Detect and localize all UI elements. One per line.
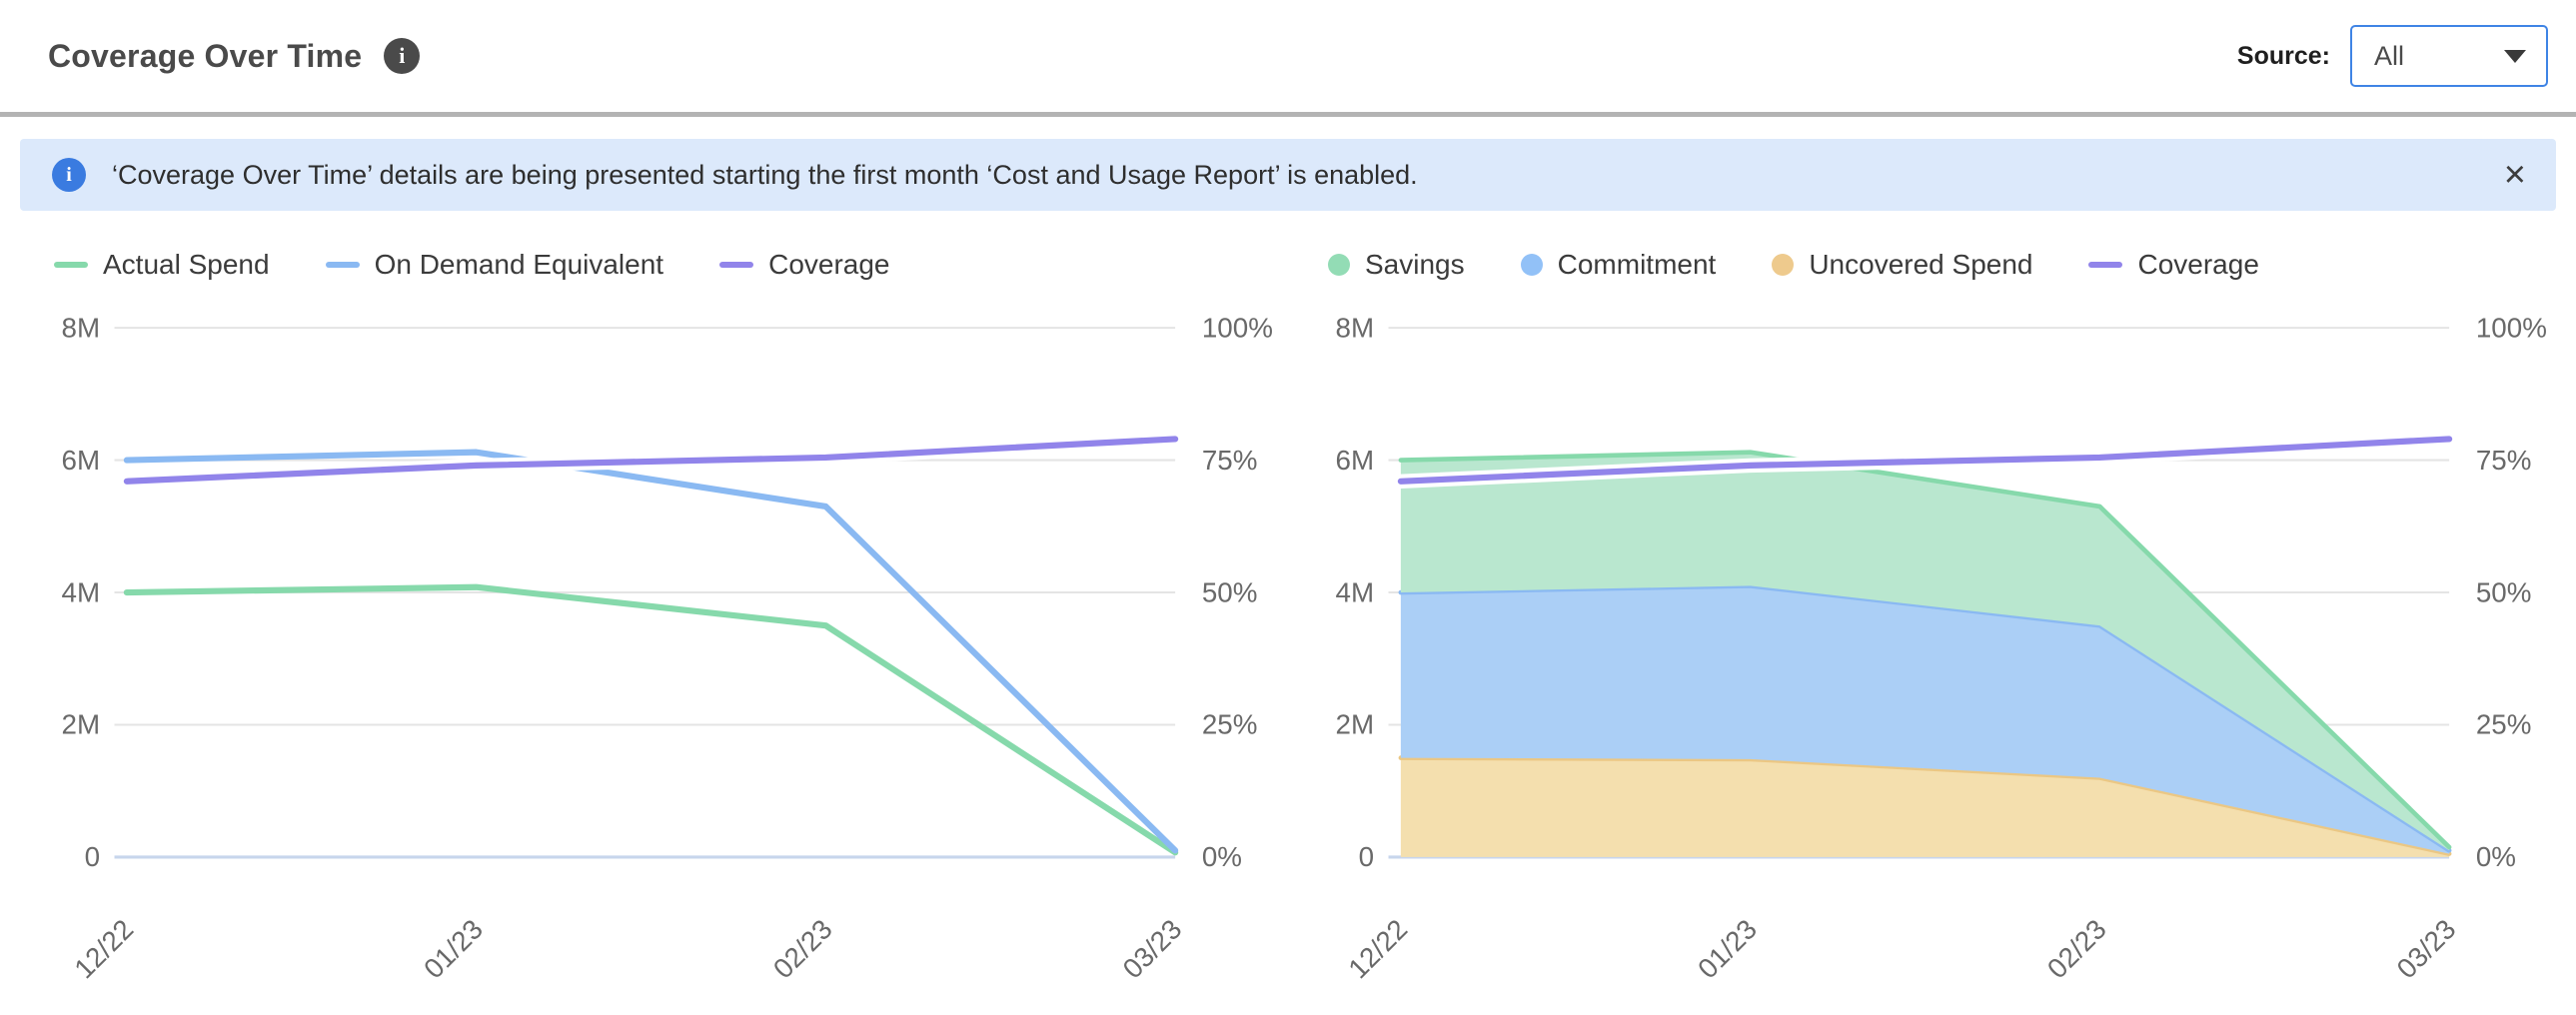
legend-label: Savings	[1365, 249, 1465, 280]
legend-dot-icon	[1328, 254, 1350, 276]
area-savings	[1400, 452, 2450, 851]
chart-canvas-wrap: 0 0% 2M 25% 4M 50% 6M 75% 8M 100% 12/22 01/23 02/23 0…	[24, 287, 1278, 1006]
banner-info-icon-glyph: i	[66, 163, 72, 186]
y-axis-left-tick-label: 2M	[62, 709, 101, 740]
legend-item[interactable]: Actual Spend	[54, 249, 270, 281]
close-icon[interactable]: ×	[2503, 154, 2526, 196]
x-axis-tick-label: 02/23	[767, 913, 838, 984]
y-axis-right-tick-label: 100%	[2476, 312, 2547, 343]
y-axis-left-tick-label: 8M	[62, 312, 101, 343]
legend-item[interactable]: On Demand Equivalent	[325, 249, 664, 281]
line-on-demand-equivalent	[123, 449, 1179, 854]
x-axis-tick-label: 01/23	[418, 913, 489, 984]
panel-header: Coverage Over Time i Source: All	[0, 0, 2576, 112]
banner-text: ‘Coverage Over Time’ details are being p…	[112, 159, 1418, 190]
source-dropdown[interactable]: All	[2350, 25, 2548, 87]
y-axis-right-tick-label: 50%	[2476, 576, 2532, 607]
legend-line-icon	[54, 262, 88, 268]
y-axis-right-tick-label: 25%	[1202, 709, 1258, 740]
legend-line-icon	[325, 262, 360, 268]
y-axis-left-tick-label: 6M	[62, 445, 101, 476]
y-axis-right-tick-label: 0%	[2476, 841, 2516, 872]
x-axis-tick-label: 12/22	[68, 913, 139, 984]
info-icon[interactable]: i	[384, 38, 421, 74]
chart-legend: Actual Spend On Demand Equivalent Coverage	[54, 249, 1278, 281]
y-axis-left-tick-label: 2M	[1336, 709, 1375, 740]
legend-label: Uncovered Spend	[1809, 249, 2033, 280]
y-axis-right-tick-label: 0%	[1202, 841, 1242, 872]
banner-info-icon: i	[52, 158, 86, 192]
y-axis-right-tick-label: 100%	[1202, 312, 1273, 343]
legend-line-icon	[2088, 262, 2123, 268]
y-axis-left-tick-label: 4M	[1336, 576, 1375, 607]
y-axis-right-tick-label: 25%	[2476, 709, 2532, 740]
page-title: Coverage Over Time	[48, 37, 363, 74]
x-axis-tick-label: 01/23	[1692, 913, 1763, 984]
line-coverage	[123, 436, 1179, 485]
legend-dot-icon	[1772, 254, 1795, 276]
y-axis-right-tick-label: 75%	[1202, 445, 1258, 476]
y-axis-right-tick-label: 75%	[2476, 445, 2532, 476]
info-banner: i ‘Coverage Over Time’ details are being…	[20, 139, 2556, 211]
x-axis-tick-label: 03/23	[1117, 913, 1188, 984]
line-coverage	[1397, 436, 2453, 485]
legend-label: Coverage	[2137, 249, 2259, 280]
chart-canvas: 0 0% 2M 25% 4M 50% 6M 75% 8M 100% 12/22 01/23 02/23 0…	[1336, 312, 2547, 984]
header-divider	[0, 112, 2576, 117]
chart-legend: Savings Commitment Uncovered Spend Coverage	[1328, 249, 2552, 281]
line-actual-spend	[123, 583, 1179, 856]
source-dropdown-value: All	[2374, 40, 2405, 71]
coverage-area-chart: Savings Commitment Uncovered Spend Coverage…	[1288, 235, 2562, 1006]
area-uncovered-spend	[1400, 757, 2450, 857]
charts-row: Actual Spend On Demand Equivalent Coverage…	[0, 235, 2576, 1006]
legend-line-icon	[719, 262, 754, 268]
source-label: Source:	[2236, 41, 2330, 70]
y-axis-left-tick-label: 8M	[1336, 312, 1375, 343]
legend-dot-icon	[1520, 254, 1543, 276]
legend-label: Coverage	[768, 249, 890, 280]
area-edge-savings	[1398, 450, 2452, 850]
chevron-down-icon	[2504, 49, 2526, 63]
x-axis-tick-label: 03/23	[2391, 913, 2462, 984]
y-axis-left-tick-label: 6M	[1336, 445, 1375, 476]
info-icon-glyph: i	[399, 43, 406, 68]
legend-item[interactable]: Savings	[1328, 249, 1465, 281]
y-axis-left-tick-label: 0	[1359, 841, 1374, 872]
legend-label: Commitment	[1557, 249, 1717, 280]
y-axis-left-tick-label: 4M	[62, 576, 101, 607]
chart-canvas-wrap: 0 0% 2M 25% 4M 50% 6M 75% 8M 100% 12/22 01/23 02/23 0…	[1298, 287, 2552, 1006]
y-axis-right-tick-label: 50%	[1202, 576, 1258, 607]
legend-item[interactable]: Uncovered Spend	[1772, 249, 2032, 281]
y-axis-left-tick-label: 0	[85, 841, 100, 872]
area-commitment	[1400, 585, 2450, 854]
chart-canvas: 0 0% 2M 25% 4M 50% 6M 75% 8M 100% 12/22 01/23 02/23 0…	[62, 312, 1273, 984]
x-axis-tick-label: 12/22	[1342, 913, 1413, 984]
legend-label: Actual Spend	[103, 249, 270, 280]
legend-item[interactable]: Commitment	[1520, 249, 1717, 281]
legend-label: On Demand Equivalent	[374, 249, 664, 280]
x-axis-tick-label: 02/23	[2041, 913, 2112, 984]
legend-item[interactable]: Coverage	[719, 249, 890, 281]
legend-item[interactable]: Coverage	[2088, 249, 2259, 281]
spend-line-chart: Actual Spend On Demand Equivalent Coverage…	[14, 235, 1288, 1006]
